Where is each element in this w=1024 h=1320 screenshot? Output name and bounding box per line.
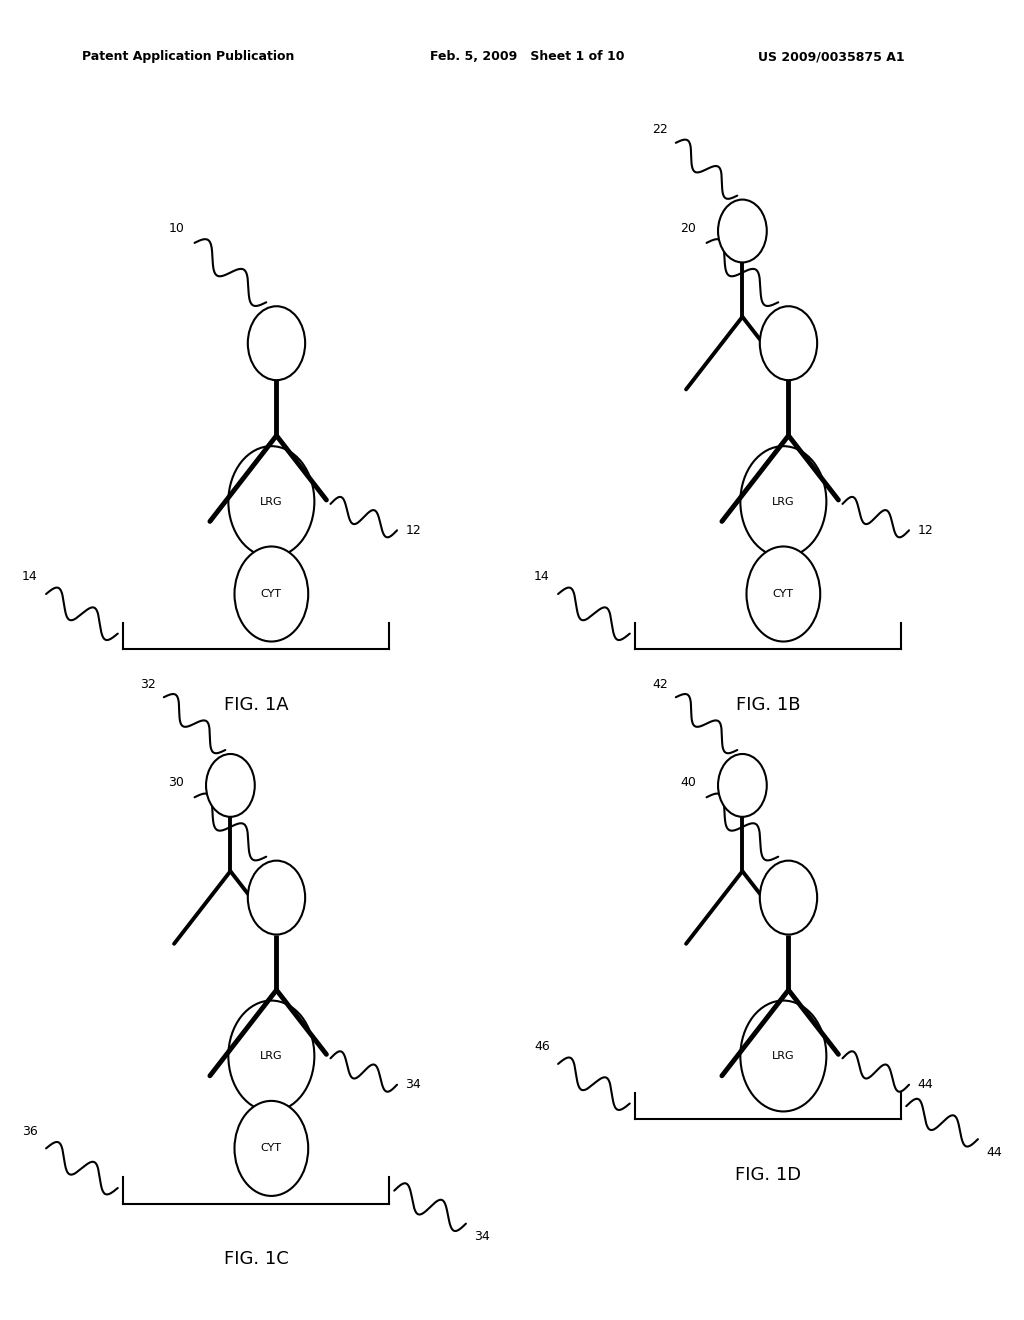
Circle shape — [740, 446, 826, 557]
Circle shape — [718, 754, 767, 817]
Text: LRG: LRG — [772, 496, 795, 507]
Text: 44: 44 — [918, 1078, 933, 1092]
Text: 12: 12 — [406, 524, 421, 537]
Circle shape — [248, 861, 305, 935]
Text: 22: 22 — [652, 123, 668, 136]
Text: 44: 44 — [986, 1146, 1001, 1159]
Circle shape — [206, 754, 255, 817]
Circle shape — [228, 446, 314, 557]
Circle shape — [760, 306, 817, 380]
Circle shape — [234, 1101, 308, 1196]
Text: Patent Application Publication: Patent Application Publication — [82, 50, 294, 63]
Text: 46: 46 — [535, 1040, 550, 1053]
Text: 20: 20 — [680, 222, 696, 235]
Text: 40: 40 — [680, 776, 696, 789]
Text: 34: 34 — [474, 1230, 489, 1243]
Text: 10: 10 — [168, 222, 184, 235]
Circle shape — [248, 306, 305, 380]
Text: LRG: LRG — [260, 1051, 283, 1061]
Circle shape — [228, 1001, 314, 1111]
Circle shape — [718, 199, 767, 263]
Text: 34: 34 — [406, 1078, 421, 1092]
Text: CYT: CYT — [261, 589, 282, 599]
Text: 42: 42 — [652, 677, 668, 690]
Text: Feb. 5, 2009   Sheet 1 of 10: Feb. 5, 2009 Sheet 1 of 10 — [430, 50, 625, 63]
Text: FIG. 1C: FIG. 1C — [223, 1250, 289, 1269]
Text: LRG: LRG — [772, 1051, 795, 1061]
Text: US 2009/0035875 A1: US 2009/0035875 A1 — [758, 50, 904, 63]
Text: 36: 36 — [23, 1125, 38, 1138]
Text: 12: 12 — [918, 524, 933, 537]
Circle shape — [740, 1001, 826, 1111]
Text: FIG. 1D: FIG. 1D — [735, 1166, 801, 1184]
Circle shape — [234, 546, 308, 642]
Circle shape — [760, 861, 817, 935]
Text: 14: 14 — [23, 570, 38, 583]
Text: FIG. 1A: FIG. 1A — [223, 696, 289, 714]
Text: 32: 32 — [140, 677, 156, 690]
Text: CYT: CYT — [261, 1143, 282, 1154]
Text: 14: 14 — [535, 570, 550, 583]
Text: CYT: CYT — [773, 589, 794, 599]
Text: LRG: LRG — [260, 496, 283, 507]
Text: FIG. 1B: FIG. 1B — [736, 696, 800, 714]
Circle shape — [746, 546, 820, 642]
Text: 30: 30 — [168, 776, 184, 789]
